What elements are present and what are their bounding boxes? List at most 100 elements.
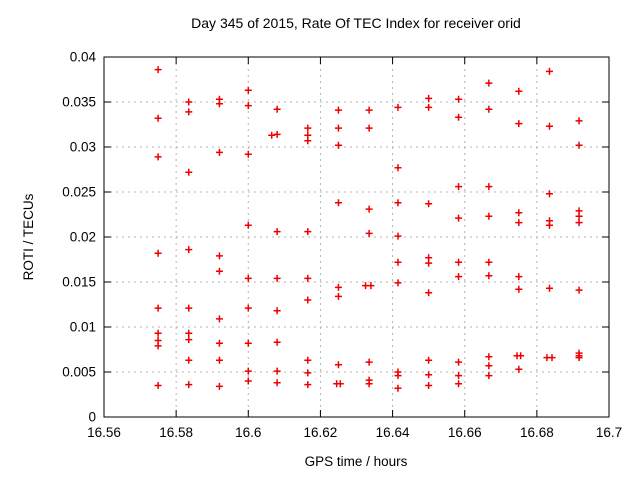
data-point-marker bbox=[244, 150, 252, 158]
data-point-marker bbox=[365, 358, 373, 366]
data-point-marker bbox=[304, 124, 312, 132]
data-point-marker bbox=[485, 183, 493, 191]
data-point-marker bbox=[485, 272, 493, 280]
y-tick-label: 0.025 bbox=[62, 185, 96, 200]
data-point-marker bbox=[304, 381, 312, 389]
data-point-marker bbox=[425, 200, 433, 208]
data-point-marker bbox=[244, 102, 252, 110]
data-point-marker bbox=[304, 274, 312, 282]
data-point-marker bbox=[515, 87, 523, 95]
data-point-marker bbox=[485, 212, 493, 220]
data-point-marker bbox=[455, 95, 463, 103]
data-point-marker bbox=[185, 329, 193, 337]
data-point-marker bbox=[244, 304, 252, 312]
data-point-marker bbox=[334, 292, 342, 300]
data-point-marker bbox=[515, 273, 523, 281]
data-point-marker bbox=[304, 137, 312, 145]
data-point-marker bbox=[154, 342, 162, 350]
data-point-marker bbox=[304, 369, 312, 377]
data-point-marker bbox=[334, 106, 342, 114]
data-point-marker bbox=[334, 141, 342, 149]
data-point-marker bbox=[485, 372, 493, 380]
data-point-marker bbox=[154, 66, 162, 74]
data-point-marker bbox=[394, 199, 402, 207]
data-point-marker bbox=[334, 199, 342, 207]
data-point-marker bbox=[154, 153, 162, 161]
data-point-marker bbox=[425, 382, 433, 389]
data-point-marker bbox=[455, 273, 463, 281]
chart-title: Day 345 of 2015, Rate Of TEC Index for r… bbox=[191, 15, 521, 31]
data-point-marker bbox=[185, 304, 193, 312]
tick-label-layer: 16.56 16.58 16.6 16.62 16.64 16.66 16.68 16.7 0 0… bbox=[62, 50, 622, 441]
data-point-marker bbox=[545, 190, 553, 198]
data-point-marker bbox=[244, 339, 252, 347]
data-point-marker bbox=[154, 114, 162, 122]
data-point-marker bbox=[515, 120, 523, 128]
data-point-marker bbox=[425, 356, 433, 364]
x-tick-label: 16.7 bbox=[596, 425, 622, 440]
y-axis-label: ROTI / TECUs bbox=[21, 193, 36, 280]
y-tick-label: 0.04 bbox=[70, 50, 97, 65]
data-point-marker bbox=[273, 228, 281, 236]
data-point-marker bbox=[365, 106, 373, 114]
data-point-marker bbox=[575, 354, 583, 362]
data-point-marker bbox=[425, 289, 433, 297]
data-point-marker bbox=[268, 131, 276, 139]
data-point-marker bbox=[273, 130, 281, 138]
data-point-marker bbox=[244, 377, 252, 385]
data-point-marker bbox=[425, 94, 433, 102]
x-tick-label: 16.56 bbox=[87, 425, 121, 440]
data-point-marker bbox=[273, 105, 281, 113]
x-tick-label: 16.68 bbox=[520, 425, 554, 440]
data-point-marker bbox=[185, 381, 193, 389]
data-point-marker bbox=[304, 296, 312, 304]
data-point-marker bbox=[334, 283, 342, 291]
data-point-marker bbox=[336, 380, 344, 388]
data-point-marker bbox=[575, 219, 583, 227]
data-point-marker bbox=[545, 284, 553, 292]
data-point-marker bbox=[394, 232, 402, 240]
data-point-marker bbox=[215, 252, 223, 260]
data-point-marker bbox=[485, 258, 493, 266]
plot-frame-layer bbox=[103, 56, 610, 418]
data-point-marker bbox=[394, 258, 402, 266]
data-point-marker bbox=[517, 352, 525, 360]
data-point-marker bbox=[304, 356, 312, 364]
data-point-marker bbox=[185, 336, 193, 344]
data-point-marker bbox=[244, 86, 252, 94]
data-point-marker bbox=[515, 219, 523, 227]
data-point-marker bbox=[365, 229, 373, 237]
data-point-marker bbox=[185, 356, 193, 364]
data-point-marker bbox=[365, 205, 373, 213]
data-point-marker bbox=[455, 113, 463, 121]
data-point-marker bbox=[394, 103, 402, 111]
y-tick-label: 0.015 bbox=[62, 275, 96, 290]
y-tick-label: 0.02 bbox=[70, 230, 96, 245]
data-point-marker bbox=[365, 380, 373, 388]
data-point-marker bbox=[575, 117, 583, 125]
data-point-marker bbox=[545, 221, 553, 229]
data-point-marker bbox=[215, 356, 223, 364]
data-point-marker bbox=[244, 274, 252, 282]
data-point-marker bbox=[515, 285, 523, 293]
x-tick-label: 16.6 bbox=[235, 425, 261, 440]
data-point-marker bbox=[334, 124, 342, 132]
y-tick-label: 0.03 bbox=[70, 140, 96, 155]
data-point-marker bbox=[455, 214, 463, 222]
data-point-marker bbox=[273, 307, 281, 315]
data-point-marker bbox=[575, 141, 583, 149]
data-point-marker bbox=[515, 209, 523, 217]
y-tick-label: 0.01 bbox=[70, 320, 96, 335]
y-tick-label: 0 bbox=[88, 410, 96, 425]
data-point-marker bbox=[545, 67, 553, 75]
data-point-marker bbox=[545, 122, 553, 130]
data-point-marker bbox=[455, 380, 463, 388]
data-point-marker bbox=[154, 382, 162, 389]
x-tick-label: 16.58 bbox=[159, 425, 193, 440]
y-tick-label: 0.035 bbox=[62, 95, 96, 110]
data-point-marker bbox=[215, 315, 223, 323]
data-point-marker bbox=[575, 212, 583, 220]
data-point-marker bbox=[185, 108, 193, 116]
